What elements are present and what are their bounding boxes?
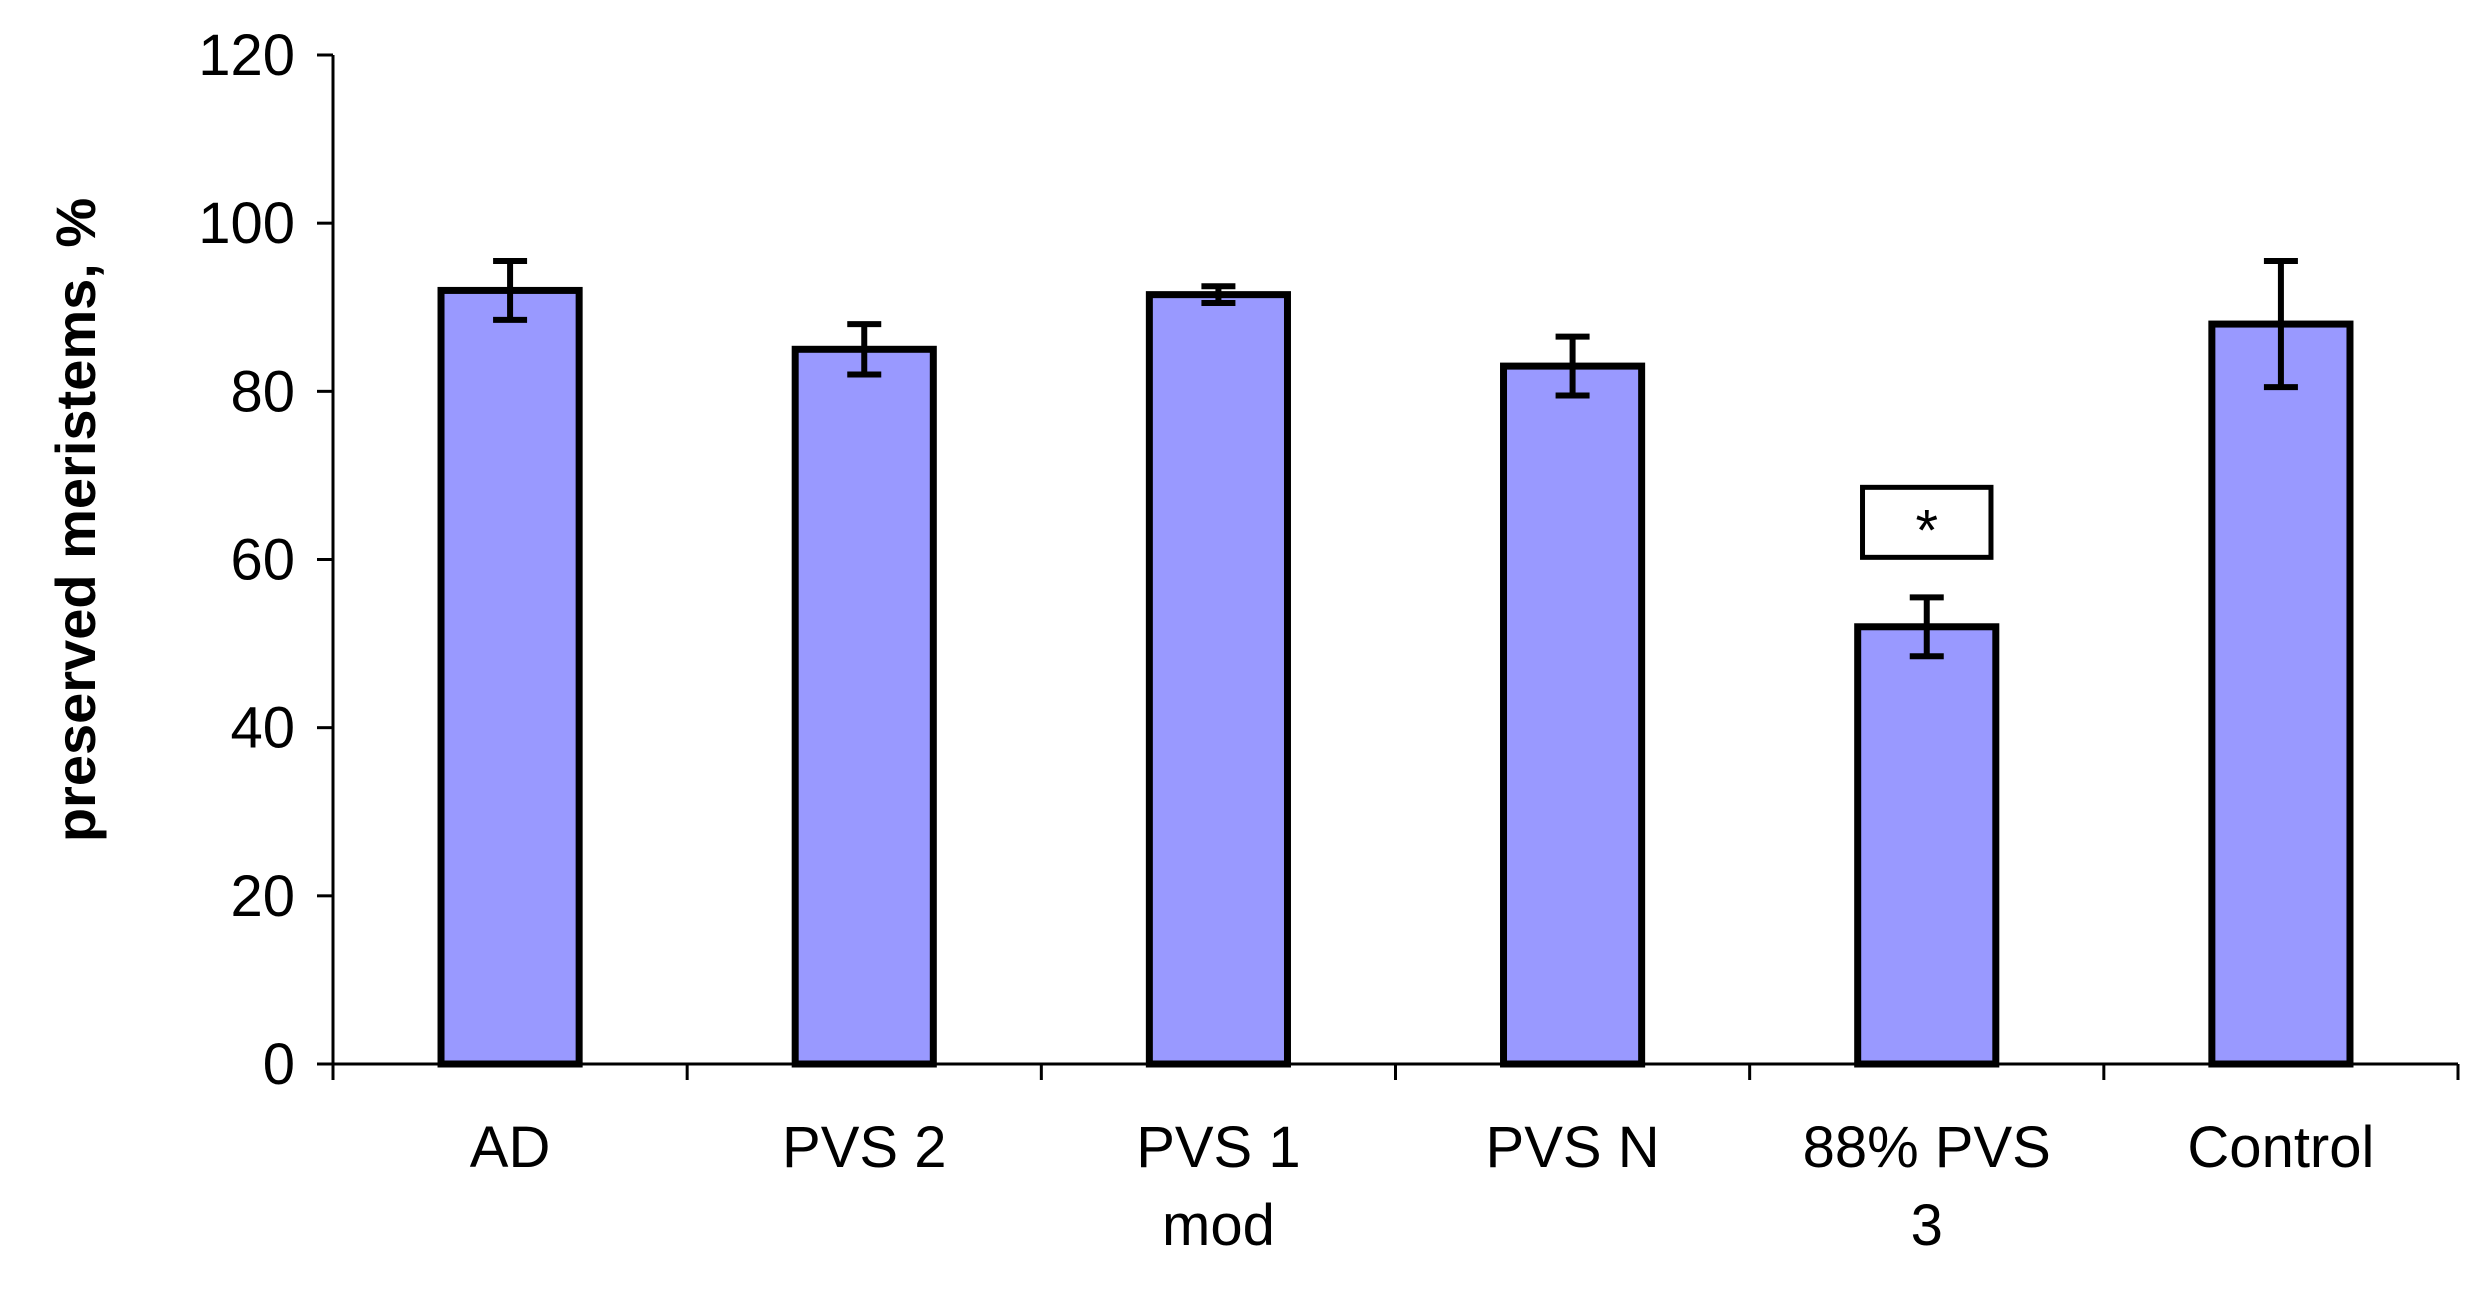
x-category-label: Control	[2187, 1115, 2374, 1180]
annotations: *	[1860, 484, 1994, 563]
bars	[437, 286, 2354, 1068]
x-category-label: AD	[470, 1115, 551, 1180]
y-tick-label: 20	[230, 864, 295, 929]
axes: 0 20 40 60 80 100 120	[198, 23, 2460, 1097]
bar	[2208, 320, 2354, 1068]
y-tick-label: 60	[230, 528, 295, 593]
significance-box	[1860, 484, 1994, 560]
x-category-label: PVS 2	[782, 1115, 946, 1180]
bar	[437, 286, 583, 1068]
x-category-label: 88% PVS	[1803, 1115, 2051, 1180]
x-category-label: mod	[1162, 1193, 1275, 1258]
significance-asterisk: *	[1915, 498, 1938, 563]
x-category-label: PVS N	[1486, 1115, 1660, 1180]
y-tick-label: 120	[198, 23, 295, 88]
x-category-label: PVS 1	[1136, 1115, 1300, 1180]
bar	[1500, 362, 1646, 1068]
x-category-label: 3	[1911, 1193, 1943, 1258]
bar	[1145, 291, 1291, 1068]
y-axis-title-group: preserved meristems, %	[44, 198, 107, 842]
y-axis-title: preserved meristems, %	[44, 198, 107, 842]
bar	[791, 345, 937, 1068]
x-axis-labels: AD PVS 2 PVS 1 mod PVS N 88% PVS 3 Control	[470, 1115, 2375, 1258]
y-tick-label: 100	[198, 191, 295, 256]
y-tick-label: 40	[230, 696, 295, 761]
error-bars	[493, 258, 2298, 660]
y-tick-label: 0	[263, 1032, 295, 1097]
bar	[1854, 623, 2000, 1068]
y-tick-label: 80	[230, 359, 295, 424]
